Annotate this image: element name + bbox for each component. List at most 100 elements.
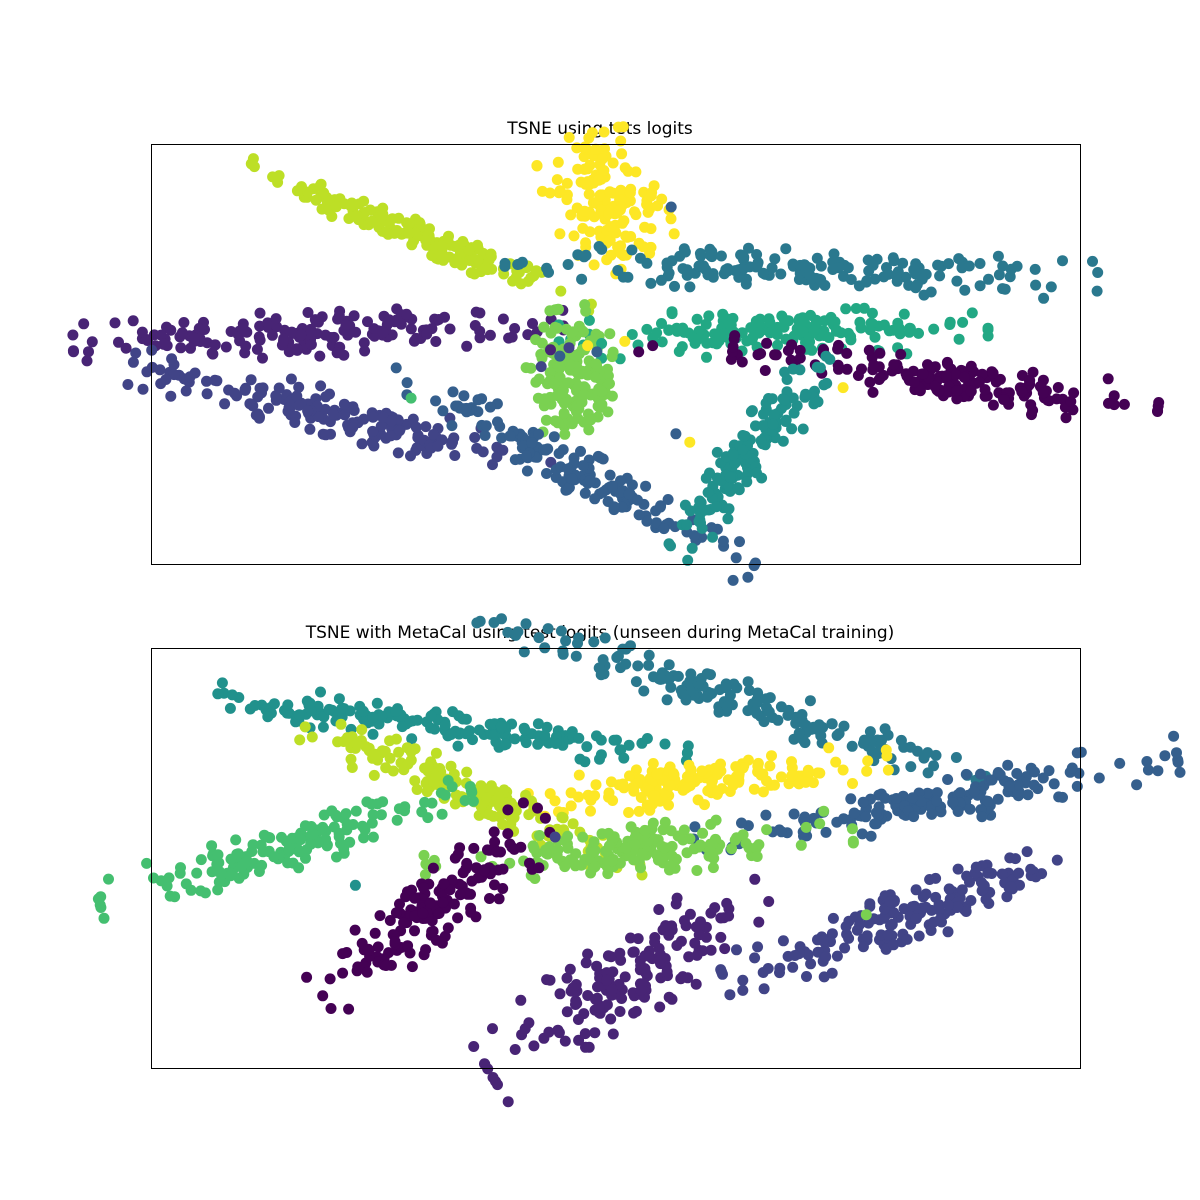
data-point bbox=[216, 677, 228, 689]
data-point bbox=[942, 358, 953, 370]
data-point bbox=[782, 950, 794, 962]
data-point bbox=[663, 929, 675, 941]
data-point bbox=[827, 912, 839, 924]
data-point bbox=[1028, 779, 1040, 791]
data-point bbox=[189, 332, 201, 344]
data-point bbox=[510, 272, 522, 284]
data-point bbox=[583, 424, 595, 436]
data-point bbox=[599, 632, 611, 644]
data-point bbox=[1114, 757, 1126, 769]
data-point bbox=[607, 346, 619, 358]
data-point bbox=[818, 805, 830, 817]
data-point bbox=[828, 248, 840, 260]
data-point bbox=[775, 268, 787, 280]
data-point bbox=[685, 765, 697, 777]
data-point bbox=[520, 737, 532, 749]
data-point bbox=[398, 917, 410, 929]
cluster-1-8 bbox=[122, 344, 557, 471]
data-point bbox=[976, 811, 988, 823]
data-point bbox=[692, 794, 704, 806]
data-point bbox=[787, 363, 799, 375]
data-point bbox=[663, 267, 675, 279]
data-point bbox=[380, 226, 392, 238]
data-point bbox=[567, 982, 579, 994]
data-point bbox=[689, 337, 701, 349]
data-point bbox=[436, 937, 448, 949]
data-point bbox=[590, 358, 602, 370]
data-point bbox=[363, 945, 375, 956]
data-point bbox=[304, 423, 316, 435]
data-point bbox=[740, 837, 752, 849]
data-point bbox=[555, 285, 567, 297]
data-point bbox=[787, 961, 799, 973]
cluster-1-10 bbox=[663, 350, 836, 566]
data-point bbox=[224, 702, 236, 714]
data-point bbox=[644, 804, 656, 816]
data-point bbox=[541, 262, 553, 274]
data-point bbox=[1005, 881, 1017, 893]
data-point bbox=[641, 323, 653, 335]
data-point bbox=[598, 126, 610, 138]
data-point bbox=[401, 377, 413, 389]
data-point bbox=[656, 336, 668, 348]
data-point bbox=[1087, 255, 1098, 267]
data-point bbox=[821, 377, 833, 389]
data-point bbox=[477, 446, 489, 458]
data-point bbox=[436, 808, 448, 820]
data-point bbox=[366, 436, 378, 448]
data-point bbox=[344, 836, 356, 848]
data-point bbox=[743, 242, 754, 254]
data-point bbox=[580, 178, 592, 190]
data-point bbox=[908, 264, 920, 276]
data-point bbox=[597, 486, 609, 498]
data-point bbox=[684, 833, 696, 845]
data-point bbox=[607, 157, 619, 169]
data-point bbox=[857, 796, 869, 808]
data-point bbox=[419, 796, 431, 808]
data-point bbox=[943, 883, 955, 895]
data-point bbox=[749, 952, 761, 964]
data-point bbox=[884, 896, 896, 908]
data-point bbox=[668, 228, 680, 240]
data-point bbox=[195, 854, 207, 866]
data-point bbox=[1071, 780, 1083, 792]
data-point bbox=[445, 729, 457, 740]
data-point bbox=[461, 857, 473, 869]
data-point bbox=[509, 1044, 521, 1055]
data-point bbox=[374, 910, 386, 922]
data-point bbox=[579, 487, 591, 499]
data-point bbox=[970, 861, 982, 873]
data-point bbox=[635, 985, 647, 996]
data-point bbox=[530, 376, 542, 388]
data-point bbox=[724, 471, 736, 483]
data-point bbox=[1068, 387, 1080, 399]
data-point bbox=[701, 668, 713, 680]
data-point bbox=[1102, 373, 1114, 385]
data-point bbox=[840, 303, 852, 315]
data-point bbox=[669, 280, 680, 292]
data-point bbox=[890, 793, 902, 804]
data-point bbox=[847, 837, 859, 849]
data-point bbox=[556, 387, 568, 399]
data-point bbox=[331, 851, 342, 863]
data-point bbox=[437, 896, 449, 908]
data-point bbox=[270, 313, 282, 325]
data-point bbox=[888, 359, 900, 371]
data-point bbox=[487, 1023, 498, 1035]
data-point bbox=[375, 420, 387, 432]
data-point bbox=[499, 260, 511, 272]
data-point bbox=[926, 808, 938, 820]
data-point bbox=[597, 153, 608, 165]
data-point bbox=[656, 673, 668, 685]
data-point bbox=[562, 259, 574, 270]
data-point bbox=[869, 818, 881, 830]
data-point bbox=[1118, 398, 1130, 410]
data-point bbox=[1060, 412, 1072, 424]
data-point bbox=[544, 788, 556, 800]
data-point bbox=[548, 378, 560, 390]
data-point bbox=[127, 315, 139, 327]
data-point bbox=[554, 988, 566, 1000]
data-point bbox=[707, 531, 718, 543]
data-point bbox=[1027, 404, 1039, 416]
